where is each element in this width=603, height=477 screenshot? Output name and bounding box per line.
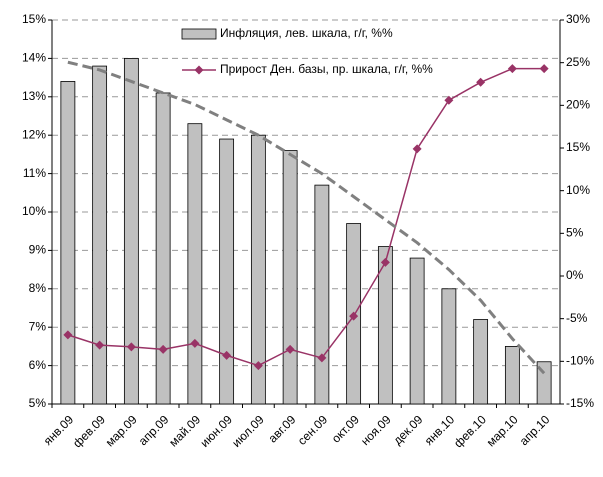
y2-tick-label: 0% xyxy=(566,268,584,282)
bar xyxy=(219,138,235,405)
bar xyxy=(504,345,520,405)
x-tick-label: окт.09 xyxy=(329,412,362,445)
y2-tick-label: 10% xyxy=(566,183,590,197)
y-tick-label: 14% xyxy=(22,51,46,65)
x-tick-label: сен.09 xyxy=(295,412,331,448)
marker xyxy=(317,353,327,363)
y-tick-label: 9% xyxy=(29,243,47,257)
marker xyxy=(222,350,232,360)
y-tick-label: 6% xyxy=(29,358,47,372)
y2-tick-label: 20% xyxy=(566,98,590,112)
bar xyxy=(409,257,425,405)
legend-label: Прирост Ден. базы, пр. шкала, г/г, %% xyxy=(220,62,433,76)
x-tick-label: фев.10 xyxy=(451,412,489,450)
marker xyxy=(507,64,517,74)
x-tick-label: мар.09 xyxy=(103,412,140,449)
marker xyxy=(539,64,549,74)
legend-label: Инфляция, лев. шкала, г/г, %% xyxy=(220,26,393,40)
x-tick-label: июл.09 xyxy=(229,412,267,450)
bar xyxy=(441,288,457,405)
x-tick-label: май.09 xyxy=(166,412,203,449)
x-tick-label: июн.09 xyxy=(198,412,236,450)
y-tick-label: 11% xyxy=(23,166,46,180)
x-tick-label: авг.09 xyxy=(265,412,298,445)
x-tick-label: фев.09 xyxy=(70,412,108,450)
bar xyxy=(536,361,552,405)
marker xyxy=(412,144,422,154)
trend-line xyxy=(67,60,546,375)
y-tick-label: 8% xyxy=(29,281,47,295)
bar xyxy=(123,58,139,405)
bar xyxy=(282,150,298,405)
x-tick-label: дек.09 xyxy=(390,412,425,447)
y-tick-label: 5% xyxy=(29,396,47,410)
y-tick-label: 10% xyxy=(22,204,46,218)
x-tick-label: ноя.09 xyxy=(358,412,394,448)
marker xyxy=(285,344,295,354)
bar xyxy=(60,81,76,405)
bar xyxy=(377,246,393,405)
x-tick-label: апр.09 xyxy=(136,412,172,448)
y-tick-label: 12% xyxy=(22,127,46,141)
marker xyxy=(190,338,200,348)
bar xyxy=(92,65,108,405)
marker xyxy=(349,311,359,321)
y2-tick-label: -10% xyxy=(566,354,594,368)
y2-tick-label: 5% xyxy=(566,226,584,240)
legend-marker xyxy=(194,65,204,75)
y2-tick-label: 15% xyxy=(566,140,590,154)
bar xyxy=(314,184,330,405)
x-tick-label: мар.10 xyxy=(484,412,521,449)
marker xyxy=(158,344,168,354)
marker xyxy=(95,340,105,350)
marker xyxy=(253,361,263,371)
bar xyxy=(155,92,171,405)
x-tick-label: апр.10 xyxy=(517,412,553,448)
legend-swatch xyxy=(181,28,217,40)
y-tick-label: 7% xyxy=(29,319,47,333)
marker xyxy=(126,342,136,352)
marker xyxy=(63,330,73,340)
y2-tick-label: 25% xyxy=(566,55,590,69)
line xyxy=(67,67,545,367)
bar xyxy=(473,319,489,405)
y-tick-label: 15% xyxy=(22,12,46,26)
y2-tick-label: -5% xyxy=(566,311,588,325)
y2-tick-label: 30% xyxy=(566,12,590,26)
y2-tick-label: -15% xyxy=(566,396,594,410)
bar xyxy=(187,123,203,405)
y-tick-label: 13% xyxy=(22,89,46,103)
marker xyxy=(380,257,390,267)
marker xyxy=(476,77,486,87)
marker xyxy=(444,95,454,105)
